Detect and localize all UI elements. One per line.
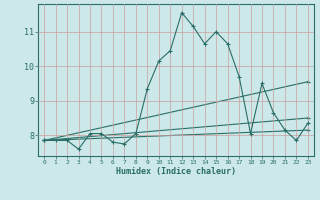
X-axis label: Humidex (Indice chaleur): Humidex (Indice chaleur)	[116, 167, 236, 176]
